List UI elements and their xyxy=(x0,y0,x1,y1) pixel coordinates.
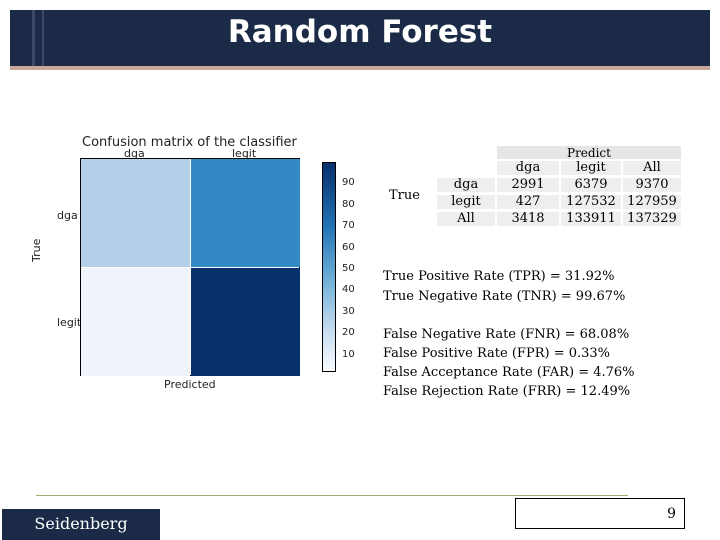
matrix-cell-dga-legit xyxy=(191,159,300,267)
rate-fnr: False Negative Rate (FNR) = 68.08% xyxy=(383,327,630,342)
footer-logo: Seidenberg xyxy=(2,509,160,540)
logo-text: Seidenberg xyxy=(34,514,128,533)
table-cell: 133911 xyxy=(561,212,621,226)
rate-tpr: True Positive Rate (TPR) = 31.92% xyxy=(383,269,615,284)
colorbar-tick: 70 xyxy=(342,220,355,231)
table-row-label: legit xyxy=(437,195,495,209)
y-axis-label: True xyxy=(30,238,43,262)
x-axis-label: Predicted xyxy=(164,378,216,391)
table-cell: 127959 xyxy=(623,195,681,209)
col-label-legit: legit xyxy=(232,147,257,160)
col-label-dga: dga xyxy=(124,147,145,160)
slide-title: Random Forest xyxy=(227,14,493,50)
colorbar-tick: 50 xyxy=(342,263,355,274)
table-cell: 137329 xyxy=(623,212,681,226)
table-cell: 2991 xyxy=(497,178,559,192)
footer-divider xyxy=(36,495,628,496)
table-header-cell: dga xyxy=(497,161,559,175)
title-underline xyxy=(10,66,710,70)
table-true-label: True xyxy=(389,188,420,203)
confusion-matrix xyxy=(80,158,300,376)
row-label-legit: legit xyxy=(57,316,82,329)
colorbar-tick: 80 xyxy=(342,199,355,210)
colorbar xyxy=(322,162,336,372)
table-header-cell: All xyxy=(623,161,681,175)
title-decoration xyxy=(42,10,44,66)
matrix-cell-dga-dga xyxy=(81,159,190,267)
table-cell: 127532 xyxy=(561,195,621,209)
table-cell: 9370 xyxy=(623,178,681,192)
colorbar-tick: 20 xyxy=(342,327,355,338)
colorbar-tick: 40 xyxy=(342,284,355,295)
colorbar-tick: 30 xyxy=(342,306,355,317)
table-row-label: dga xyxy=(437,178,495,192)
title-decoration xyxy=(32,10,35,66)
table-cell: 6379 xyxy=(561,178,621,192)
matrix-cell-legit-dga xyxy=(81,268,190,376)
page-number: 9 xyxy=(667,506,676,522)
rate-far: False Acceptance Rate (FAR) = 4.76% xyxy=(383,365,635,380)
colorbar-tick: 90 xyxy=(342,177,355,188)
page-number-box: 9 xyxy=(515,498,685,529)
table-header-cell: legit xyxy=(561,161,621,175)
rate-fpr: False Positive Rate (FPR) = 0.33% xyxy=(383,346,611,361)
colorbar-tick: 60 xyxy=(342,242,355,253)
title-bar xyxy=(10,10,710,70)
table-cell: 427 xyxy=(497,195,559,209)
colorbar-tick: 10 xyxy=(342,349,355,360)
table-row-label: All xyxy=(437,212,495,226)
rate-frr: False Rejection Rate (FRR) = 12.49% xyxy=(383,384,631,399)
row-label-dga: dga xyxy=(57,209,78,222)
table-predict-header: Predict xyxy=(497,146,681,160)
rate-tnr: True Negative Rate (TNR) = 99.67% xyxy=(383,289,626,304)
confusion-matrix-title: Confusion matrix of the classifier xyxy=(82,135,297,150)
table-cell: 3418 xyxy=(497,212,559,226)
matrix-cell-legit-legit xyxy=(191,268,300,376)
